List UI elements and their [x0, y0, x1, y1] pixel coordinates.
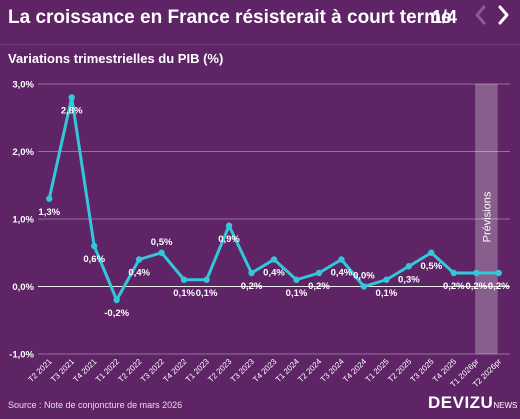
data-point: [203, 276, 210, 283]
data-label: 0,9%: [218, 234, 240, 245]
brand-logo: DEVIZUNEWS: [428, 393, 517, 413]
data-label: 0,1%: [173, 288, 195, 299]
data-point: [405, 263, 413, 270]
data-point: [315, 269, 323, 277]
data-point: [158, 249, 165, 256]
data-point: [113, 296, 120, 304]
data-point: [135, 256, 143, 263]
page-title: La croissance en France résisterait à co…: [8, 7, 452, 28]
data-label: 0,1%: [376, 288, 398, 299]
forecast-label: Prévisions: [481, 191, 493, 242]
data-label: 0,4%: [128, 268, 150, 279]
data-point: [46, 195, 53, 202]
data-point: [495, 269, 502, 277]
data-point: [360, 283, 368, 290]
data-label: 0,5%: [421, 261, 443, 272]
data-point: [225, 222, 233, 229]
data-point: [428, 249, 435, 256]
data-label: 0,2%: [308, 281, 330, 292]
y-tick-label: 3,0%: [12, 80, 34, 91]
data-label: 0,4%: [331, 268, 353, 279]
data-label: 2,8%: [61, 106, 83, 117]
page-counter: 1/4: [432, 7, 458, 27]
header: La croissance en France résisterait à co…: [0, 0, 520, 36]
y-tick-label: 2,0%: [12, 147, 34, 158]
data-point: [450, 269, 458, 277]
data-label: 0,6%: [83, 254, 105, 265]
data-label: 0,4%: [263, 268, 285, 279]
chevron-left-icon[interactable]: [472, 4, 490, 26]
y-tick-label: 0,0%: [12, 282, 34, 293]
data-point: [473, 269, 480, 277]
data-label: 0,2%: [488, 281, 510, 292]
data-label: 0,5%: [151, 237, 173, 248]
header-divider: [0, 44, 520, 45]
data-point: [270, 256, 278, 263]
data-point: [180, 276, 188, 283]
data-label: 0,3%: [398, 274, 420, 285]
data-point: [90, 242, 98, 250]
brand-suffix: NEWS: [493, 401, 518, 410]
y-tick-label: -1,0%: [9, 350, 34, 361]
data-label: 0,2%: [443, 281, 465, 292]
data-label: 0,1%: [286, 288, 308, 299]
brand-name: DEVIZU: [428, 393, 494, 412]
data-label: 0,2%: [465, 281, 487, 292]
data-label: 1,3%: [38, 207, 60, 218]
data-label: 0,0%: [353, 271, 375, 282]
data-point: [248, 269, 255, 277]
chevron-right-icon[interactable]: [494, 4, 512, 26]
y-tick-label: 1,0%: [12, 215, 34, 226]
data-point: [338, 256, 345, 263]
data-label: 0,1%: [196, 288, 218, 299]
data-label: -0,2%: [104, 308, 129, 319]
data-label: 0,2%: [241, 281, 263, 292]
data-point: [383, 276, 390, 283]
source-note: Source : Note de conjoncture de mars 202…: [8, 400, 183, 410]
data-point: [68, 94, 75, 101]
chart-title: Variations trimestrielles du PIB (%): [8, 51, 224, 66]
data-point: [293, 276, 300, 283]
